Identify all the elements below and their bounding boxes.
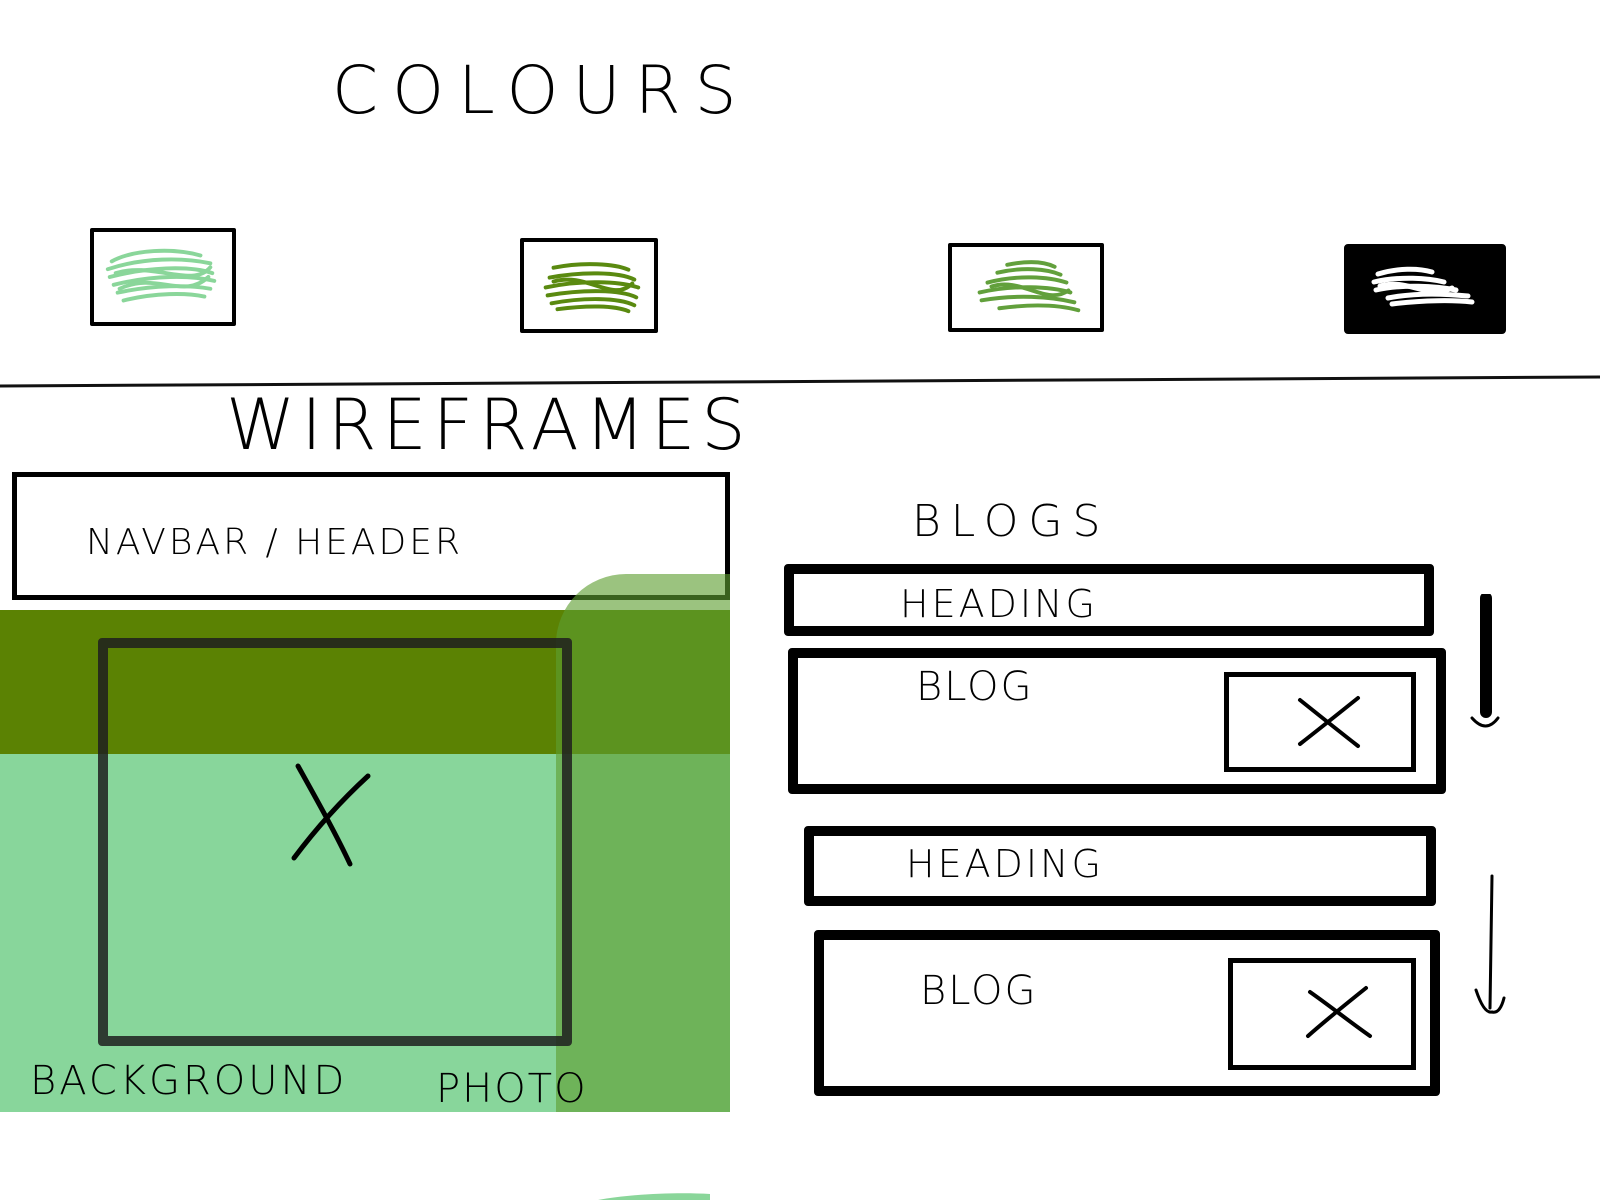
heading-label: HEADING <box>900 582 1098 626</box>
photo-label: PHOTO <box>436 1066 588 1112</box>
blog-image-placeholder <box>1228 958 1416 1070</box>
colour-swatch-dark-green <box>520 238 658 333</box>
stray-green-stroke <box>598 1193 710 1200</box>
blog-label: BLOG <box>916 664 1034 710</box>
colour-swatch-mid-green <box>948 243 1104 332</box>
colour-swatch-black <box>1344 244 1506 334</box>
blog-label: BLOG <box>920 968 1038 1014</box>
image-placeholder-x-icon <box>1306 986 1372 1038</box>
scroll-down-arrow-icon <box>1474 874 1506 1014</box>
background-overlay-shape <box>556 574 730 1112</box>
blog-image-placeholder <box>1224 672 1416 772</box>
scroll-down-arrow-icon <box>1470 594 1500 728</box>
image-placeholder-x-icon <box>1298 696 1360 748</box>
colour-swatch-light-green <box>90 228 236 326</box>
heading-label: HEADING <box>906 842 1104 886</box>
wireframes-title: WIREFRAMES <box>226 384 752 466</box>
colours-title: COLOURS <box>332 52 751 129</box>
navbar-header-label: NAVBAR / HEADER <box>86 522 464 563</box>
blogs-title: BLOGS <box>912 496 1111 547</box>
background-label: BACKGROUND <box>30 1058 348 1104</box>
heading-box <box>804 826 1436 906</box>
photo-placeholder-x-icon <box>291 763 371 867</box>
heading-box <box>784 564 1434 636</box>
photo-placeholder-box <box>98 638 572 1046</box>
